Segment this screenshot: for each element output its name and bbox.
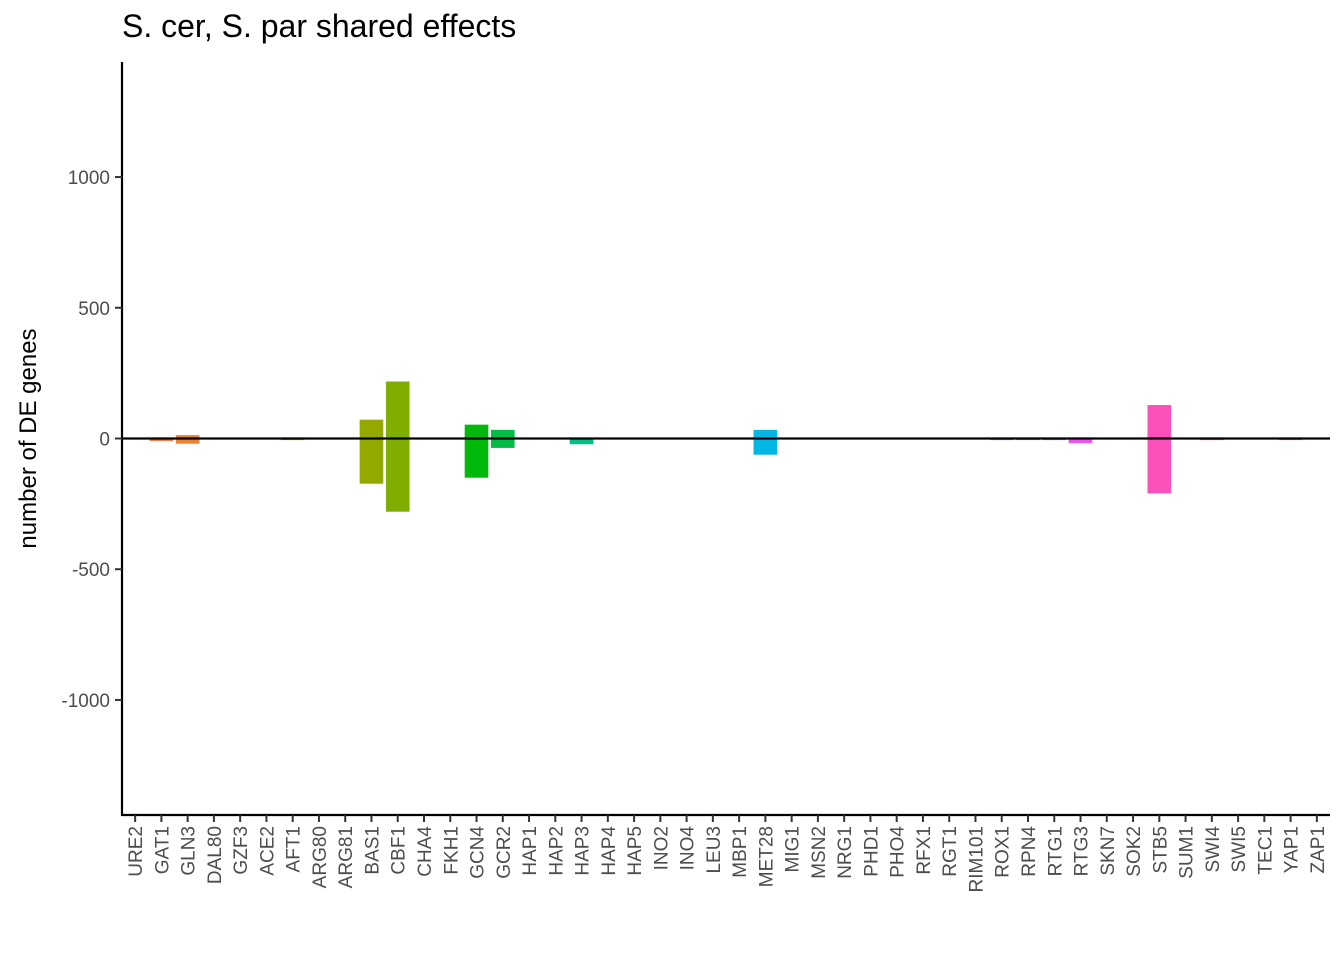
x-tick-label: CBF1 (389, 826, 410, 875)
y-tick-label: 1000 (68, 168, 110, 189)
x-tick-label: MSN2 (809, 826, 830, 879)
x-tick-label: GAT1 (152, 826, 173, 874)
x-tick-label: HAP3 (573, 826, 594, 876)
x-tick-label: INO4 (678, 826, 699, 871)
x-tick-label: NRG1 (835, 826, 856, 879)
bar-gln3-down (175, 438, 200, 444)
bars-layer (149, 381, 1303, 512)
x-tick-label: FKH1 (441, 826, 462, 875)
bar-gcr2-down (490, 438, 515, 448)
bar-gcr2-up (490, 429, 515, 439)
bar-stb5-down (1147, 438, 1172, 494)
x-tick-label: GCR2 (494, 826, 515, 879)
x-tick-label: RIM101 (966, 826, 987, 893)
x-tick-label: ACE2 (257, 826, 278, 876)
y-axis-title: number of DE genes (15, 328, 42, 548)
x-tick-label: RTG3 (1072, 826, 1093, 876)
bar-met28-down (753, 438, 778, 455)
x-tick-label: PHO4 (888, 826, 909, 878)
y-axis-ticks: -1000 -500 0 500 1000 (61, 168, 122, 712)
x-tick-label: SUM1 (1177, 826, 1198, 879)
x-tick-label: SOK2 (1124, 826, 1145, 877)
bar-bas1-up (359, 419, 384, 439)
x-tick-label: GCN4 (468, 826, 489, 879)
bar-bas1-down (359, 438, 384, 484)
x-tick-label: URE2 (126, 826, 147, 877)
x-tick-label: DAL80 (205, 826, 226, 884)
chart-title: S. cer, S. par shared effects (122, 8, 517, 44)
x-tick-label: RPN4 (1019, 826, 1040, 877)
y-tick-label: -500 (72, 560, 110, 581)
x-tick-label: SWI5 (1229, 826, 1250, 872)
x-tick-label: LEU3 (704, 826, 725, 874)
y-tick-label: -1000 (61, 691, 110, 712)
x-tick-label: PHD1 (861, 826, 882, 877)
bar-cbf1-up (385, 381, 410, 439)
x-tick-label: HAP4 (599, 826, 620, 876)
x-tick-label: GZF3 (231, 826, 252, 875)
x-tick-label: ARG81 (336, 826, 357, 888)
x-tick-label: ROX1 (993, 826, 1014, 878)
x-tick-label: MIG1 (783, 826, 804, 872)
bar-stb5-up (1147, 405, 1172, 439)
x-tick-label: YAP1 (1282, 826, 1303, 873)
bar-gat1-down (149, 438, 174, 442)
x-tick-label: ZAP1 (1308, 826, 1329, 874)
x-tick-label: TEC1 (1255, 826, 1276, 875)
bar-gcn4-down (464, 438, 489, 478)
x-tick-label: RTG1 (1045, 826, 1066, 876)
bar-gln3-up (175, 435, 200, 439)
x-tick-label: HAP5 (625, 826, 646, 876)
x-tick-label: HAP1 (520, 826, 541, 876)
bar-met28-up (753, 429, 778, 439)
x-tick-label: CHA4 (415, 826, 436, 877)
y-tick-label: 0 (99, 430, 110, 451)
bar-rtg3-down (1068, 438, 1093, 444)
x-tick-label: BAS1 (362, 826, 383, 875)
bar-gcn4-up (464, 424, 489, 439)
x-tick-label: MET28 (756, 826, 777, 887)
x-tick-label: MBP1 (730, 826, 751, 878)
x-tick-label: SKN7 (1098, 826, 1119, 876)
x-tick-label: GLN3 (179, 826, 200, 876)
x-tick-label: AFT1 (284, 826, 305, 872)
x-tick-label: STB5 (1150, 826, 1171, 874)
x-tick-label: RFX1 (914, 826, 935, 875)
x-tick-label: SWI4 (1203, 826, 1224, 873)
x-tick-label: INO2 (651, 826, 672, 870)
y-tick-label: 500 (78, 299, 110, 320)
x-tick-label: RGT1 (940, 826, 961, 877)
bar-hap3-down (569, 438, 594, 445)
bar-cbf1-down (385, 438, 410, 512)
x-tick-label: HAP2 (546, 826, 567, 876)
x-axis-ticks: URE2 GAT1 GLN3 DAL80 GZF3 ACE2 AFT1 ARG80 ARG81 B… (126, 815, 1329, 893)
x-tick-label: ARG80 (310, 826, 331, 888)
